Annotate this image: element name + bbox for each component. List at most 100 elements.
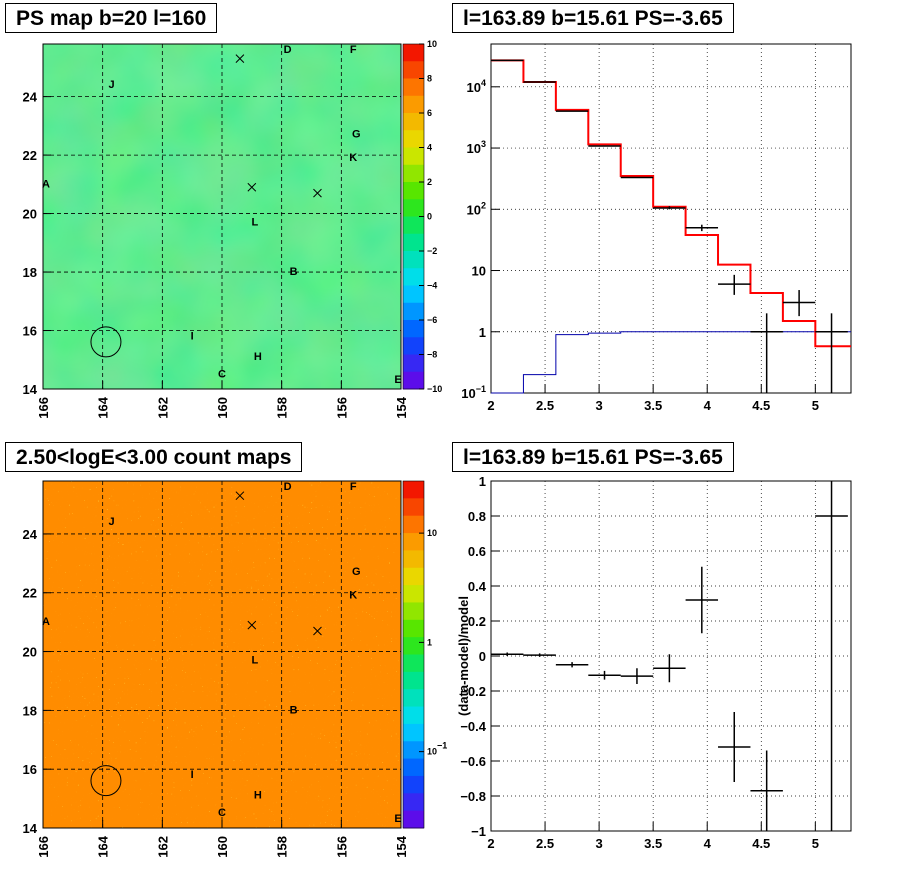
y-tick-label: 18 — [23, 703, 37, 718]
colorbar-tick-label: −10 — [427, 384, 442, 394]
x-tick-label: 160 — [215, 836, 230, 858]
colorbar-cell — [403, 689, 424, 708]
target-circle — [90, 326, 122, 358]
source-label-i: I — [191, 769, 194, 781]
colorbar-tick-label: −8 — [427, 350, 437, 360]
colorbar-cell — [403, 164, 424, 183]
colorbar-cell — [403, 233, 424, 252]
y-tick-label: −0.6 — [460, 754, 486, 769]
colorbar-cell — [403, 44, 424, 62]
colorbar-cell — [403, 793, 424, 812]
colorbar-tick-label: 10 — [427, 528, 437, 538]
colorbar-cell — [403, 637, 424, 655]
colorbar-cell — [403, 498, 424, 517]
colorbar-cell — [403, 741, 424, 760]
colorbar-cell — [403, 481, 424, 499]
colorbar-cell — [403, 268, 424, 286]
colorbar-cell — [403, 371, 424, 390]
x-tick-label: 160 — [215, 397, 230, 419]
y-tick-label: 24 — [23, 90, 38, 105]
spectrum-title: l=163.89 b=15.61 PS=-3.65 — [452, 3, 734, 33]
y-tick-label: 0.6 — [468, 544, 486, 559]
cross-marker — [313, 626, 322, 636]
colorbar-cell — [403, 515, 424, 534]
x-tick-label: 166 — [36, 836, 51, 858]
colorbar-cell — [403, 354, 424, 373]
y-tick-label: 16 — [23, 324, 37, 339]
x-tick-label: 156 — [334, 397, 349, 419]
source-label-e: E — [394, 813, 401, 825]
source-label-c: C — [218, 807, 226, 819]
y-tick-label: 20 — [23, 645, 37, 660]
source-label-h: H — [254, 790, 262, 802]
colorbar-tick-label: 10−1 — [427, 741, 447, 757]
colorbar-cell — [403, 285, 424, 304]
colorbar-cell — [403, 706, 424, 725]
cross-marker — [235, 54, 245, 63]
source-label-a: A — [42, 616, 50, 628]
colorbar-cell — [403, 95, 424, 114]
colorbar-tick-label: 4 — [427, 143, 432, 153]
colorbar-cell — [403, 619, 424, 638]
colorbar-tick-label: −6 — [427, 315, 437, 325]
colorbar-cell — [403, 113, 424, 131]
source-label-b: B — [290, 704, 298, 716]
y-tick-label: 0.8 — [468, 509, 486, 524]
residual-title: l=163.89 b=15.61 PS=-3.65 — [452, 442, 734, 472]
y-tick-label: 18 — [23, 265, 37, 280]
x-tick-label: 4.5 — [752, 398, 770, 413]
colorbar-tick-label: −2 — [427, 246, 437, 256]
source-label-e: E — [394, 374, 401, 386]
colorbar-tick-label: 2 — [427, 177, 432, 187]
source-label-g: G — [352, 129, 361, 141]
y-tick-label: 0.4 — [468, 579, 487, 594]
plot-frame — [490, 43, 852, 394]
colorbar-frame — [402, 480, 425, 829]
y-tick-label: 24 — [23, 527, 38, 542]
y-tick-label: 10−1 — [461, 384, 486, 401]
colorbar-cell — [403, 251, 424, 269]
residual-panel: 2 2.5 3 3.5 4 4.5 5 −1 −0.8 −0.6 −0.4 −0.2 0 0.2 0.4 0.… — [456, 474, 852, 851]
cross-marker — [247, 182, 257, 192]
colorbar-cell — [403, 671, 424, 690]
colorbar-cell — [403, 337, 424, 355]
source-label-l: L — [251, 654, 258, 666]
target-circle — [90, 765, 122, 797]
colorbar-cell — [403, 61, 424, 79]
colorbar-cell — [403, 78, 424, 97]
colorbar-cell — [403, 775, 424, 794]
cross-marker — [313, 188, 322, 198]
y-tick-label: −0.4 — [460, 719, 486, 734]
y-tick-label: 16 — [23, 762, 37, 777]
colorbar-cell — [403, 216, 424, 235]
source-label-b: B — [290, 266, 298, 278]
colorbar-tick-label: 8 — [427, 74, 432, 84]
colorbar-cell — [403, 810, 424, 829]
x-tick-label: 164 — [96, 835, 111, 857]
source-label-a: A — [42, 178, 50, 190]
source-label-f: F — [350, 44, 357, 56]
y-tick-label: 22 — [23, 586, 37, 601]
x-tick-label: 3 — [595, 836, 602, 851]
source-label-d: D — [284, 44, 292, 56]
source-label-d: D — [284, 481, 292, 493]
y-tick-label: 20 — [23, 207, 37, 222]
colorbar-cell — [403, 130, 424, 148]
cross-marker — [247, 620, 257, 630]
x-tick-label: 158 — [275, 397, 290, 419]
x-tick-label: 4.5 — [752, 836, 770, 851]
x-tick-label: 2 — [487, 836, 494, 851]
y-tick-label: 14 — [23, 382, 38, 397]
y-tick-label: −0.2 — [460, 684, 486, 699]
source-label-k: K — [349, 152, 357, 164]
x-tick-label: 164 — [96, 396, 111, 418]
x-tick-label: 4 — [704, 398, 712, 413]
y-tick-label: 14 — [23, 821, 38, 836]
colorbar-cell — [403, 182, 424, 200]
x-tick-label: 158 — [275, 836, 290, 858]
colorbar-cell — [403, 147, 424, 166]
source-label-k: K — [349, 590, 357, 602]
y-tick-label: 0.2 — [468, 614, 486, 629]
x-tick-label: 2.5 — [536, 398, 554, 413]
